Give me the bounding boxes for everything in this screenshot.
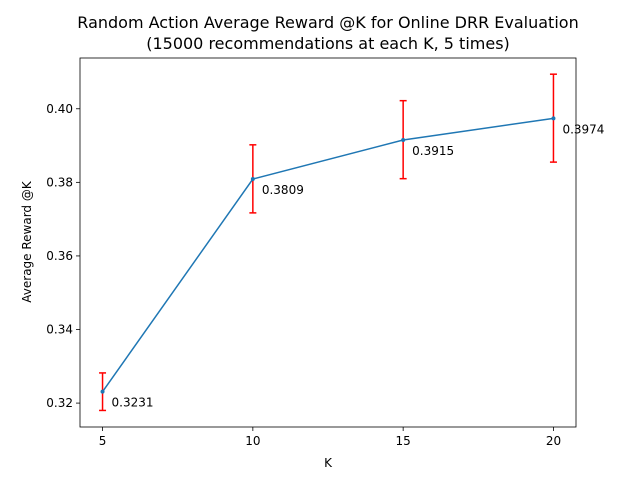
y-tick-label: 0.32	[46, 396, 73, 410]
data-label: 0.3809	[262, 183, 304, 197]
plot-area: 5 10 15 20 0.32 0.34 0.36 0.38 0.40 0.3231 0.3809 0…	[46, 57, 604, 448]
y-tick-label: 0.40	[46, 102, 73, 116]
x-tick-label: 10	[245, 434, 260, 448]
y-tick-label: 0.34	[46, 323, 73, 337]
x-tick-label: 5	[99, 434, 107, 448]
x-tick-label: 15	[396, 434, 411, 448]
data-point	[250, 177, 255, 182]
data-label: 0.3974	[562, 122, 604, 136]
series-line	[101, 117, 554, 393]
data-point	[551, 116, 556, 121]
chart-subtitle: (15000 recommendations at each K, 5 time…	[146, 34, 510, 53]
axes-frame	[79, 57, 577, 428]
y-axis-label: Average Reward @K	[20, 180, 34, 303]
data-point	[401, 138, 406, 143]
y-tick-label: 0.38	[46, 175, 73, 189]
data-label: 0.3231	[112, 396, 154, 410]
data-point	[100, 389, 105, 394]
x-tick-label: 20	[546, 434, 561, 448]
data-label: 0.3915	[412, 144, 454, 158]
x-axis-label: K	[324, 456, 333, 470]
y-tick-label: 0.36	[46, 249, 73, 263]
chart-title: Random Action Average Reward @K for Onli…	[77, 13, 578, 32]
